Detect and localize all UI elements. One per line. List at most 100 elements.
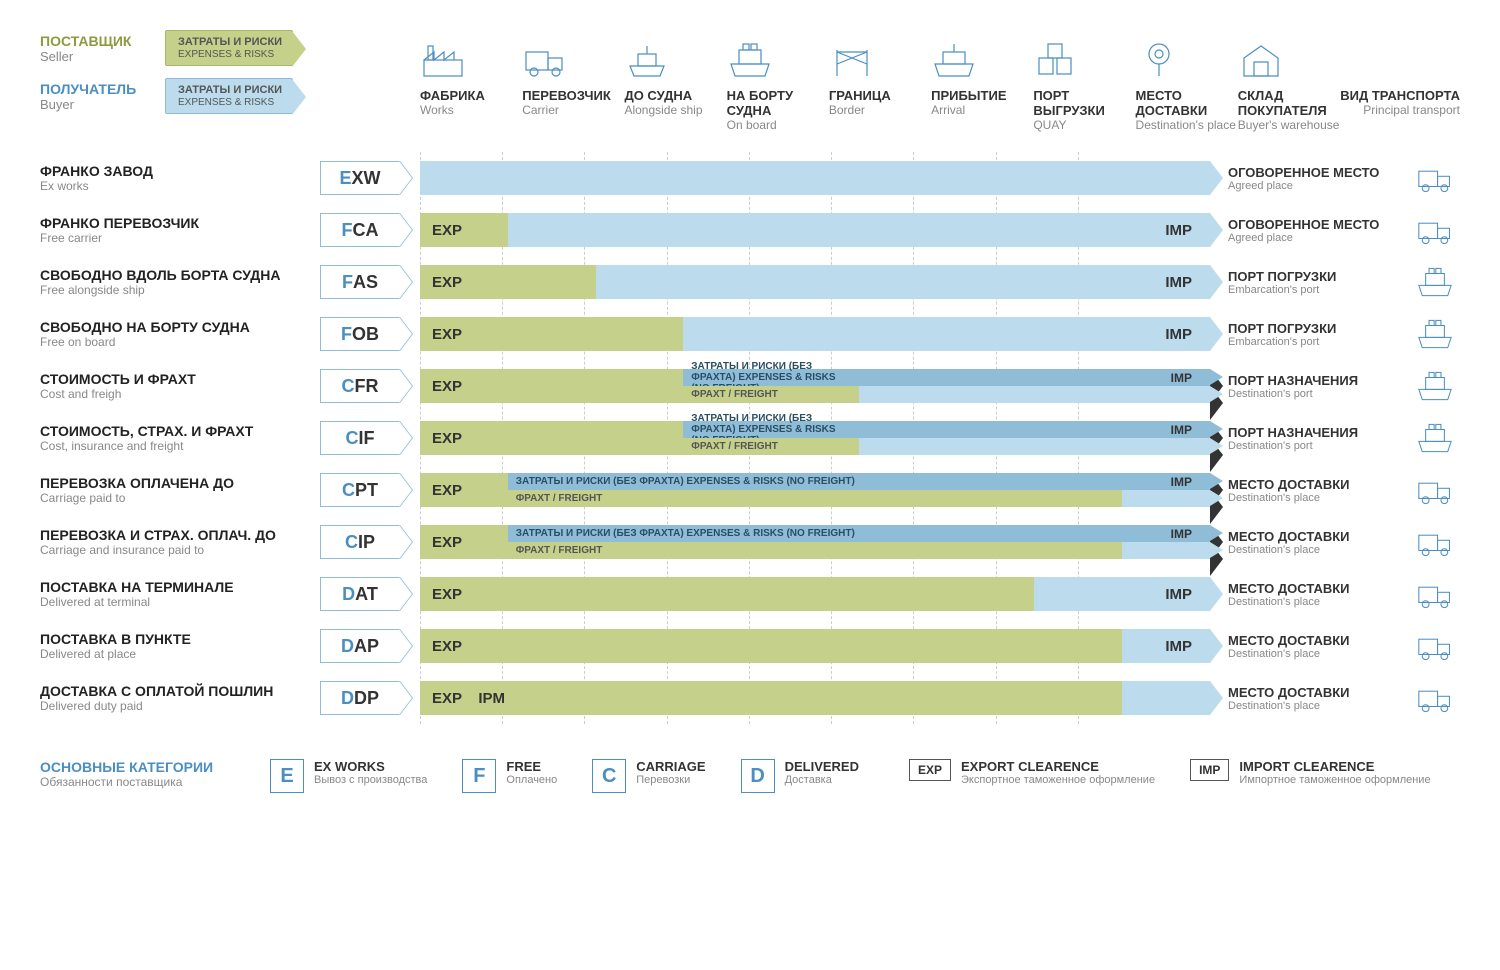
- stage-7: МЕСТО ДОСТАВКИDestination's place: [1136, 30, 1238, 132]
- buyer-freight-bar: [859, 438, 1210, 455]
- bar-area: EXP ЗАТРАТЫ И РИСКИ (БЕЗ ФРАХТА) EXPENSE…: [420, 473, 1210, 507]
- seller-bar: EXP: [420, 525, 508, 559]
- transport-truck-icon: [1410, 213, 1460, 247]
- category-box: F: [462, 759, 496, 793]
- transport-ship-icon: [1410, 317, 1460, 351]
- seller-bar: EXP IPM: [420, 681, 1122, 715]
- bar-area: EXP IMP: [420, 213, 1210, 247]
- row-label: ФРАНКО ПЕРЕВОЗЧИКFree carrier: [40, 215, 320, 245]
- incoterm-row-CIP: ПЕРЕВОЗКА И СТРАХ. ОПЛАЧ. ДОCarriage and…: [40, 516, 1460, 568]
- code-badge-FOB: FOB: [320, 317, 400, 351]
- seller-badge: ЗАТРАТЫ И РИСКИ EXPENSES & RISKS: [165, 30, 293, 66]
- transport-truck-icon: [1410, 577, 1460, 611]
- buyer-bar: [420, 161, 1210, 195]
- buyer-label-en: Buyer: [40, 97, 150, 112]
- category-box: E: [270, 759, 304, 793]
- seller-bar: EXP: [420, 473, 508, 507]
- code-badge-CFR: CFR: [320, 369, 400, 403]
- transport-ship-icon: [1410, 265, 1460, 299]
- stage-3: НА БОРТУ СУДНАOn board: [727, 30, 829, 132]
- transport-ship-icon: [1410, 369, 1460, 403]
- category-F: F FREEОплачено: [462, 759, 557, 793]
- code-badge-FCA: FCA: [320, 213, 400, 247]
- buyer-bar: IMP: [683, 317, 1210, 351]
- containers-icon: [1033, 30, 1079, 80]
- stage-8: СКЛАД ПОКУПАТЕЛЯBuyer's warehouse: [1238, 30, 1340, 132]
- seller-bar: EXP: [420, 213, 508, 247]
- incoterm-row-CPT: ПЕРЕВОЗКА ОПЛАЧЕНА ДОCarriage paid to CP…: [40, 464, 1460, 516]
- incoterms-chart: ФРАНКО ЗАВОДEx works EXW ОГОВОРЕННОЕ МЕС…: [40, 152, 1460, 724]
- bar-area: EXP IPM: [420, 681, 1210, 715]
- incoterm-row-CFR: СТОИМОСТЬ И ФРАХТCost and freigh CFR EXP…: [40, 360, 1460, 412]
- legend: ПОСТАВЩИК Seller ЗАТРАТЫ И РИСКИ EXPENSE…: [40, 30, 380, 126]
- buyer-risk-bar: IMP: [1122, 525, 1210, 542]
- footer-legend: ОСНОВНЫЕ КАТЕГОРИИ Обязанности поставщик…: [40, 759, 1460, 793]
- row-destination: ПОРТ НАЗНАЧЕНИЯDestination's port: [1220, 373, 1410, 400]
- row-label: СВОБОДНО ВДОЛЬ БОРТА СУДНАFree alongside…: [40, 267, 320, 297]
- clearance-IMP: IMP IMPORT CLEARENCEИмпортное таможенное…: [1190, 759, 1431, 786]
- buyer-bar: IMP: [1122, 629, 1210, 663]
- code-badge-DDP: DDP: [320, 681, 400, 715]
- code-badge-EXW: EXW: [320, 161, 400, 195]
- buyer-bar: IMP: [596, 265, 1210, 299]
- bar-area: EXP IMP: [420, 317, 1210, 351]
- buyer-bar: IMP: [508, 213, 1210, 247]
- code-badge-CIF: CIF: [320, 421, 400, 455]
- seller-label-en: Seller: [40, 49, 150, 64]
- factory-icon: [420, 30, 466, 80]
- buyer-bar: [1122, 681, 1210, 715]
- bar-area: EXP ЗАТРАТЫ И РИСКИ (БЕЗ ФРАХТА) EXPENSE…: [420, 525, 1210, 559]
- stages-header: ФАБРИКАWorks ПЕРЕВОЗЧИКCarrier ДО СУДНАA…: [420, 30, 1460, 132]
- transport-truck-icon: [1410, 473, 1460, 507]
- split-bar: ЗАТРАТЫ И РИСКИ (БЕЗ ФРАХТА) EXPENSES & …: [683, 421, 859, 455]
- stage-0: ФАБРИКАWorks: [420, 30, 522, 132]
- code-badge-DAT: DAT: [320, 577, 400, 611]
- buyer-risk-bar: IMP: [859, 421, 1210, 438]
- bar-area: EXP IMP: [420, 577, 1210, 611]
- code-badge-DAP: DAP: [320, 629, 400, 663]
- category-C: C CARRIAGEПеревозки: [592, 759, 705, 793]
- header: ПОСТАВЩИК Seller ЗАТРАТЫ И РИСКИ EXPENSE…: [40, 30, 1460, 132]
- bar-area: EXP ЗАТРАТЫ И РИСКИ (БЕЗ ФРАХТА) EXPENSE…: [420, 421, 1210, 455]
- incoterm-row-EXW: ФРАНКО ЗАВОДEx works EXW ОГОВОРЕННОЕ МЕС…: [40, 152, 1460, 204]
- transport-ship-icon: [1410, 421, 1460, 455]
- bar-area: [420, 161, 1210, 195]
- clearance-box: EXP: [909, 759, 951, 781]
- clearance-box: IMP: [1190, 759, 1229, 781]
- row-destination: ПОРТ ПОГРУЗКИEmbarcation's port: [1220, 321, 1410, 348]
- row-destination: МЕСТО ДОСТАВКИDestination's place: [1220, 633, 1410, 660]
- incoterm-row-DAT: ПОСТАВКА НА ТЕРМИНАЛЕDelivered at termin…: [40, 568, 1460, 620]
- code-badge-CPT: CPT: [320, 473, 400, 507]
- clearance-EXP: EXP EXPORT CLEARENCEЭкспортное таможенно…: [909, 759, 1155, 786]
- row-label: СТОИМОСТЬ, СТРАХ. И ФРАХТCost, insurance…: [40, 423, 320, 453]
- code-badge-FAS: FAS: [320, 265, 400, 299]
- buyer-bar: IMP: [1034, 577, 1210, 611]
- bar-area: EXP IMP: [420, 629, 1210, 663]
- stage-1: ПЕРЕВОЗЧИКCarrier: [522, 30, 624, 132]
- row-destination: ПОРТ НАЗНАЧЕНИЯDestination's port: [1220, 425, 1410, 452]
- incoterm-row-FAS: СВОБОДНО ВДОЛЬ БОРТА СУДНАFree alongside…: [40, 256, 1460, 308]
- incoterm-row-CIF: СТОИМОСТЬ, СТРАХ. И ФРАХТCost, insurance…: [40, 412, 1460, 464]
- row-destination: МЕСТО ДОСТАВКИDestination's place: [1220, 477, 1410, 504]
- row-destination: МЕСТО ДОСТАВКИDestination's place: [1220, 529, 1410, 556]
- row-destination: ПОРТ ПОГРУЗКИEmbarcation's port: [1220, 269, 1410, 296]
- seller-bar: EXP: [420, 317, 683, 351]
- stage-5: ПРИБЫТИЕArrival: [931, 30, 1033, 132]
- incoterm-row-DAP: ПОСТАВКА В ПУНКТЕDelivered at place DAP …: [40, 620, 1460, 672]
- stage-4: ГРАНИЦАBorder: [829, 30, 931, 132]
- row-label: СВОБОДНО НА БОРТУ СУДНАFree on board: [40, 319, 320, 349]
- category-E: E EX WORKSВывоз с производства: [270, 759, 427, 793]
- legend-seller: ПОСТАВЩИК Seller ЗАТРАТЫ И РИСКИ EXPENSE…: [40, 30, 380, 66]
- split-bar: ЗАТРАТЫ И РИСКИ (БЕЗ ФРАХТА) EXPENSES & …: [508, 525, 1122, 559]
- row-label: ПОСТАВКА В ПУНКТЕDelivered at place: [40, 631, 320, 661]
- category-D: D DELIVEREDДоставка: [741, 759, 859, 793]
- row-destination: ОГОВОРЕННОЕ МЕСТОAgreed place: [1220, 165, 1410, 192]
- buyer-label-ru: ПОЛУЧАТЕЛЬ: [40, 81, 150, 97]
- seller-bar: EXP: [420, 629, 1122, 663]
- stage-2: ДО СУДНАAlongside ship: [624, 30, 726, 132]
- row-destination: МЕСТО ДОСТАВКИDestination's place: [1220, 685, 1410, 712]
- row-label: ПЕРЕВОЗКА ОПЛАЧЕНА ДОCarriage paid to: [40, 475, 320, 505]
- pin-icon: [1136, 30, 1182, 80]
- ship-icon: [727, 30, 773, 80]
- transport-truck-icon: [1410, 681, 1460, 715]
